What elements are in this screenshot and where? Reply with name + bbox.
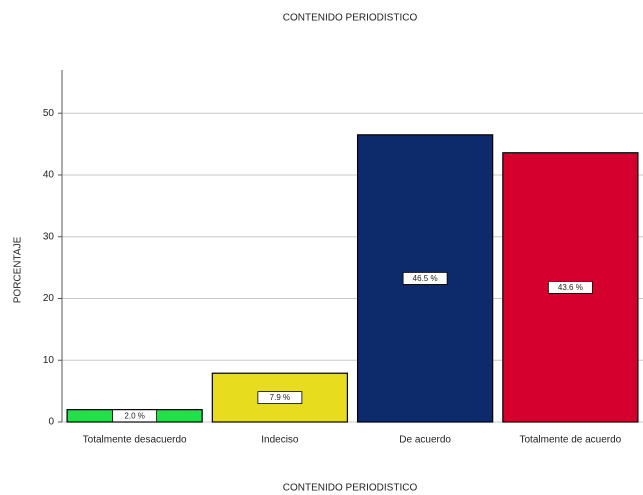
chart-title: CONTENIDO PERIODISTICO: [283, 13, 418, 24]
y-tick-label: 40: [43, 170, 55, 181]
x-tick-label: Totalmente desacuerdo: [83, 435, 187, 446]
y-axis-label: PORCENTAJE: [13, 236, 24, 303]
value-label: 43.6 %: [558, 283, 583, 292]
value-label-box: [402, 272, 448, 285]
value-label: 7.9 %: [270, 393, 290, 402]
value-label: 2.0 %: [124, 411, 144, 420]
y-tick-label: 20: [43, 293, 55, 304]
y-tick-label: 50: [43, 108, 55, 119]
y-tick-label: 0: [48, 417, 54, 428]
value-label: 46.5 %: [413, 274, 438, 283]
value-label-box: [547, 280, 593, 294]
y-tick-label: 30: [43, 231, 55, 242]
x-axis-label: CONTENIDO PERIODISTICO: [283, 483, 418, 494]
value-label-box: [112, 409, 158, 423]
x-tick-label: Totalmente de acuerdo: [520, 435, 622, 446]
bar: [356, 134, 494, 423]
x-tick-label: Indeciso: [261, 435, 299, 446]
y-tick-label: 10: [43, 355, 55, 366]
x-tick-label: De acuerdo: [399, 435, 451, 446]
value-label-box: [257, 391, 303, 405]
